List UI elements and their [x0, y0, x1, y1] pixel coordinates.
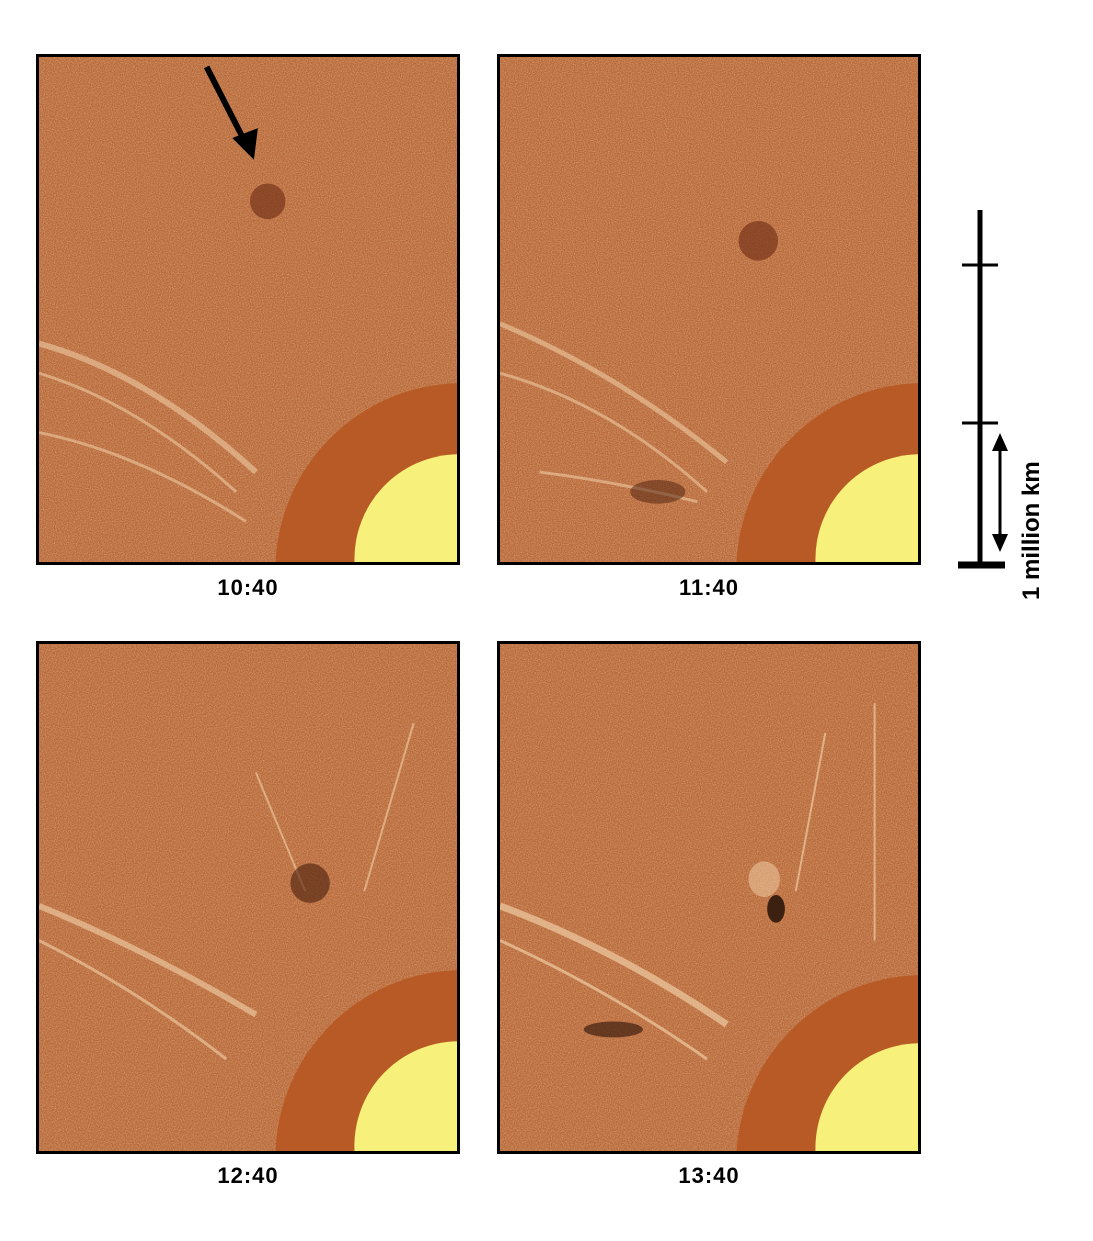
- cme-blob: [290, 863, 330, 903]
- sun-disk: [354, 1041, 457, 1151]
- panel-time-label: 10:40: [217, 575, 279, 600]
- panel-time-label: 13:40: [678, 1163, 740, 1188]
- image-panel-1140: [497, 54, 921, 565]
- coronagraph-image: [39, 57, 457, 562]
- scale-bar: [958, 210, 1008, 569]
- coronagraph-image: [500, 644, 918, 1151]
- bright-cap: [748, 861, 780, 898]
- sun-disk: [354, 454, 457, 562]
- arrow-icon: [203, 65, 258, 160]
- streamer-features: [39, 340, 258, 523]
- dark-feature: [630, 479, 686, 504]
- coronagraph-image: [500, 57, 918, 562]
- sun-disk: [815, 1043, 918, 1151]
- streamer-features: [500, 703, 876, 1061]
- scale-label: 1 million km: [1018, 461, 1045, 600]
- panel-time-label: 12:40: [217, 1163, 279, 1188]
- image-panel-1340: [497, 641, 921, 1154]
- image-panel-1040: [36, 54, 460, 565]
- cme-blob: [738, 221, 779, 261]
- cme-blob: [249, 183, 286, 220]
- panel-time-label: 11:40: [678, 575, 740, 600]
- double-arrow-icon: [992, 433, 1008, 552]
- image-panel-1240: [36, 641, 460, 1154]
- dark-feature: [583, 1021, 643, 1038]
- cme-core: [767, 895, 785, 923]
- sun-disk: [815, 454, 918, 562]
- coronagraph-image: [39, 644, 457, 1151]
